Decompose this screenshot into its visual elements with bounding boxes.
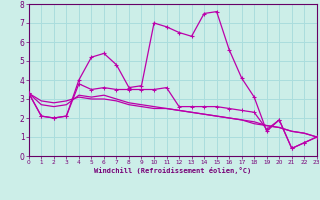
- X-axis label: Windchill (Refroidissement éolien,°C): Windchill (Refroidissement éolien,°C): [94, 167, 252, 174]
